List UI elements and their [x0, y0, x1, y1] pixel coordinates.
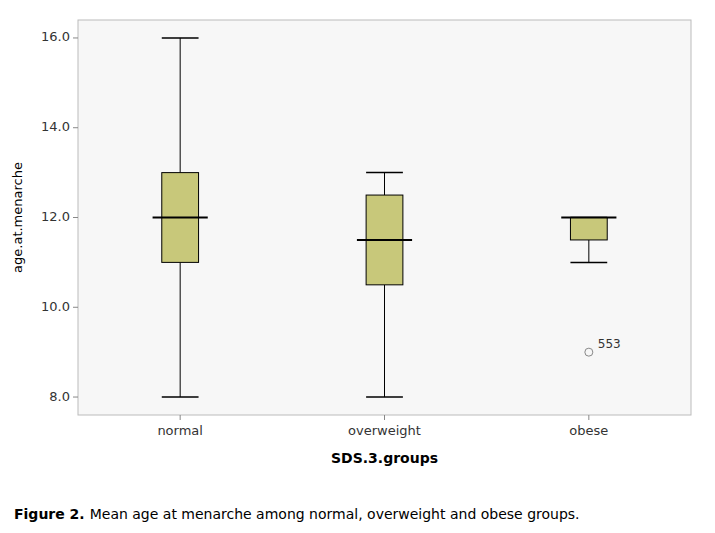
y-axis: 8.0 10.0 12.0 14.0 16.0	[41, 29, 78, 403]
cap-high	[366, 172, 403, 174]
whisker-low	[588, 240, 589, 262]
y-tick	[73, 127, 78, 128]
y-tick	[73, 37, 78, 38]
y-axis-label: age.at.menarche	[10, 162, 25, 273]
y-tick-label: 16.0	[41, 29, 70, 44]
x-axis-label: SDS.3.groups	[331, 450, 438, 466]
cap-low	[570, 262, 607, 264]
y-tick-label: 12.0	[41, 209, 70, 224]
plot-frame	[78, 20, 691, 415]
y-tick-label: 8.0	[49, 389, 70, 404]
box-group	[357, 173, 412, 397]
box	[570, 218, 607, 240]
cap-high	[162, 37, 199, 39]
outlier-label: 553	[598, 337, 621, 351]
y-tick	[73, 397, 78, 398]
marks	[153, 38, 617, 397]
outlier	[585, 348, 593, 356]
y-tick	[73, 307, 78, 308]
median	[357, 239, 412, 241]
whisker-high	[384, 173, 385, 195]
x-tick-label: normal	[157, 423, 203, 438]
whisker-low	[180, 262, 181, 397]
x-axis: normal overweight obese	[157, 415, 608, 438]
y-tick	[73, 217, 78, 218]
x-tick	[180, 415, 181, 420]
whisker-low	[384, 285, 385, 397]
cap-low	[366, 396, 403, 398]
median	[153, 217, 208, 219]
y-tick-label: 14.0	[41, 119, 70, 134]
cap-low	[162, 396, 199, 398]
x-tick	[384, 415, 385, 420]
caption: Figure 2. Mean age at menarche among norm…	[14, 506, 580, 522]
box-group	[153, 38, 208, 397]
whisker-high	[180, 38, 181, 173]
median	[561, 217, 616, 219]
y-tick-label: 10.0	[41, 299, 70, 314]
x-tick-label: overweight	[348, 423, 421, 438]
chart: 8.0 10.0 12.0 14.0 16.0 normal overweight obese…	[0, 0, 715, 533]
caption-bold: Figure 2.	[14, 506, 85, 522]
caption-text: Mean age at menarche among normal, overw…	[90, 506, 580, 522]
x-tick	[588, 415, 589, 420]
box-group	[561, 218, 616, 357]
x-tick-label: obese	[569, 423, 608, 438]
